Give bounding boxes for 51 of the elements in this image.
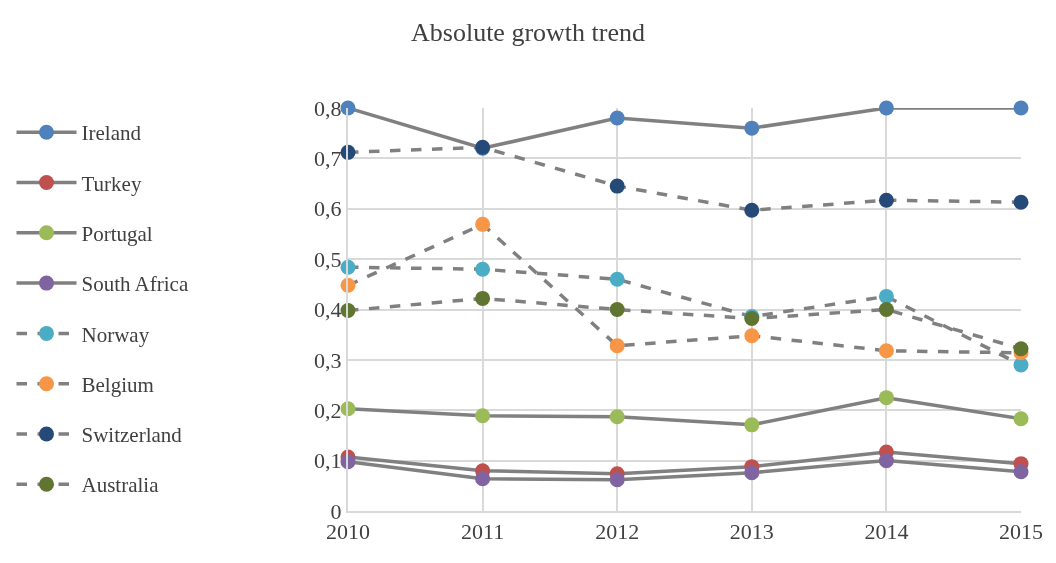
y-tick-label: 0,8 (314, 95, 342, 121)
point (609, 271, 625, 287)
point (609, 472, 625, 488)
legend-label: Turkey (81, 171, 142, 196)
legend-label: Portugal (81, 221, 153, 246)
x-tick-label: 2013 (729, 519, 774, 545)
point (744, 120, 760, 136)
point (609, 110, 625, 126)
legend-label: South Africa (81, 272, 189, 297)
point (1013, 464, 1029, 480)
point (1013, 100, 1029, 116)
y-tick-label: 0,4 (314, 297, 342, 323)
point (475, 261, 491, 277)
point (878, 453, 894, 469)
point (878, 390, 894, 406)
point (744, 465, 760, 481)
legend-label: Australia (81, 473, 160, 498)
y-tick-label: 0,6 (314, 196, 342, 222)
y-tick-label: 0,1 (314, 448, 342, 474)
point (878, 100, 894, 116)
x-tick-label: 2012 (595, 519, 640, 545)
y-tick-label: 0,2 (314, 397, 342, 423)
point (609, 178, 625, 194)
y-tick-label: 0,7 (314, 146, 342, 172)
point (609, 409, 625, 425)
point (475, 290, 491, 306)
point (1013, 194, 1029, 210)
point (878, 288, 894, 304)
legend-label: Ireland (81, 121, 142, 146)
chart-title: Absolute growth trend (411, 17, 645, 47)
y-tick-label: 0,3 (314, 347, 342, 373)
legend-label: Switzerland (81, 423, 183, 448)
y-tick-label: 0,5 (314, 246, 342, 272)
point (744, 202, 760, 218)
point (1013, 411, 1029, 427)
point (744, 417, 760, 433)
x-tick-label: 2014 (864, 519, 909, 545)
legend-label: Belgium (81, 372, 154, 397)
point (878, 343, 894, 359)
point (609, 338, 625, 354)
point (1013, 341, 1029, 357)
point (878, 302, 894, 317)
legend-label: Norway (81, 322, 150, 347)
point (744, 328, 760, 344)
point (609, 302, 625, 317)
x-tick-label: 2015 (999, 519, 1043, 545)
point (475, 216, 491, 232)
point (475, 408, 491, 424)
x-tick-label: 2011 (461, 519, 505, 545)
point (475, 471, 491, 487)
point (878, 192, 894, 208)
